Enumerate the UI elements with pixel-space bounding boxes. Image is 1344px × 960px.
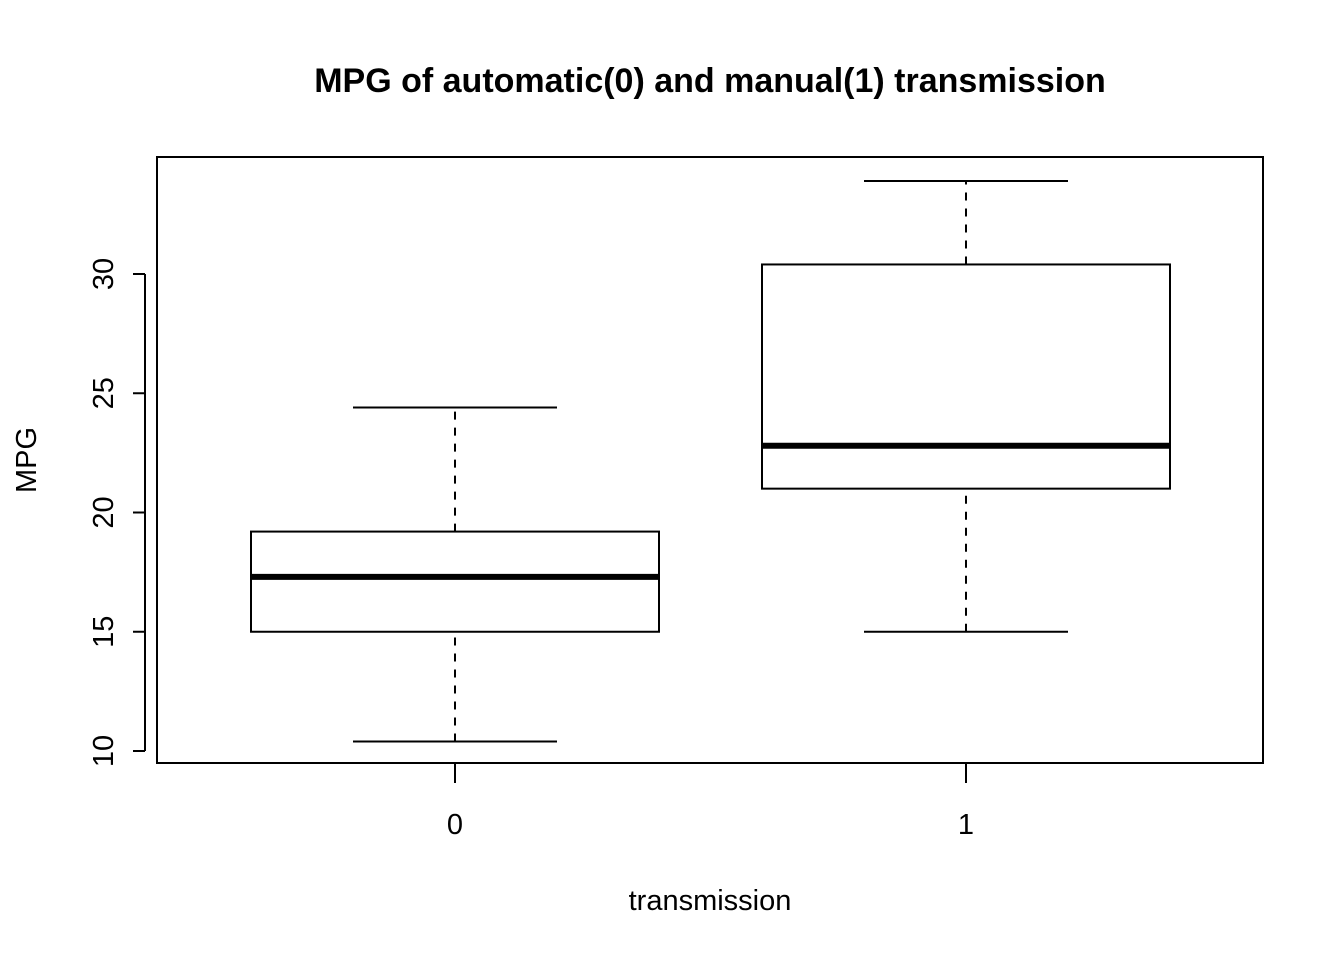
x-tick-label: 0 — [447, 809, 463, 841]
y-tick-label: 30 — [88, 258, 120, 290]
boxes — [250, 179, 1171, 743]
y-axis: 10 15 20 25 30 — [88, 258, 146, 767]
y-tick-label: 10 — [88, 735, 120, 767]
x-axis-label: transmission — [629, 885, 792, 917]
box-group-0 — [250, 406, 660, 743]
y-tick-label: 25 — [88, 377, 120, 409]
box — [250, 530, 660, 633]
y-axis-label: MPG — [11, 427, 43, 493]
x-tick-label: 1 — [958, 809, 974, 841]
box-group-1 — [761, 179, 1171, 633]
plot-frame — [156, 156, 1264, 764]
box — [761, 263, 1171, 490]
y-tick-label: 20 — [88, 496, 120, 528]
y-tick-label: 15 — [88, 616, 120, 648]
chart-title: MPG of automatic(0) and manual(1) transm… — [314, 62, 1106, 100]
